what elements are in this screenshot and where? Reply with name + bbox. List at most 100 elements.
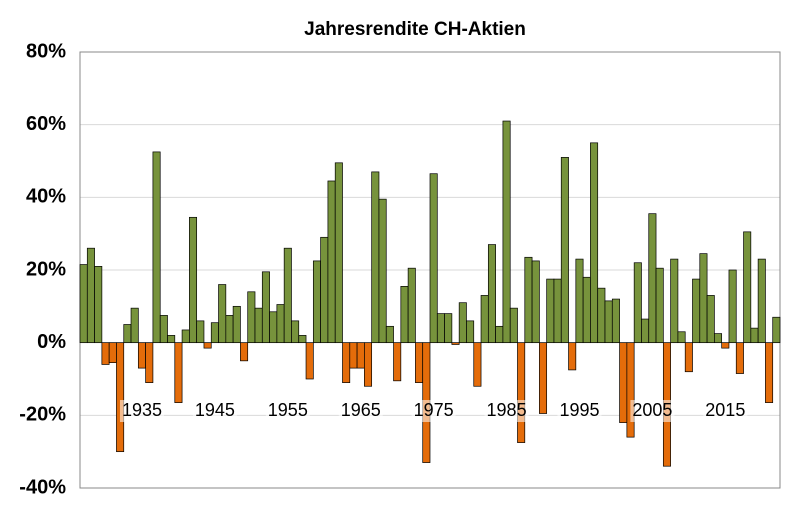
bar (312, 260, 321, 344)
bar (174, 342, 183, 403)
bar (531, 260, 540, 344)
bar (203, 342, 212, 349)
bar (94, 266, 103, 344)
bar (553, 278, 562, 344)
bar (247, 291, 256, 344)
bar (415, 342, 424, 383)
label-backdrop (630, 400, 675, 422)
bar (276, 304, 285, 344)
bar (232, 305, 241, 344)
bar (225, 315, 234, 344)
bar (145, 342, 154, 383)
chart-title: Jahresrendite CH-Aktien (304, 19, 526, 40)
bar (466, 320, 475, 344)
bar (706, 295, 715, 344)
bar (670, 258, 679, 344)
y-tick-label: -20% (19, 404, 66, 426)
bar (495, 325, 504, 344)
bar (626, 342, 635, 438)
bar (451, 342, 460, 345)
bar (539, 342, 548, 414)
bar (524, 256, 533, 344)
x-tick-label: 1975 (414, 400, 454, 420)
bar (407, 267, 416, 344)
bar (757, 258, 766, 344)
bar (444, 313, 453, 344)
bar (167, 335, 176, 344)
bar (611, 298, 620, 344)
bar (458, 302, 467, 344)
bar (86, 247, 95, 344)
bar (291, 320, 300, 344)
bar (575, 258, 584, 344)
bar (79, 264, 88, 344)
bar (436, 313, 445, 344)
x-tick-label: 2015 (705, 400, 745, 420)
bar (677, 331, 686, 344)
bar (728, 269, 737, 344)
bar (692, 278, 701, 344)
x-tick-label: 2005 (632, 400, 672, 420)
bar (604, 300, 613, 344)
bar (400, 286, 409, 344)
bar (393, 342, 402, 382)
bar (597, 287, 606, 344)
bar (502, 120, 511, 344)
bar (108, 342, 117, 363)
y-tick-label: -40% (19, 476, 66, 498)
x-tick-label: 1935 (122, 400, 162, 420)
bar (218, 284, 227, 344)
bar (334, 162, 343, 344)
bar (590, 142, 599, 344)
bar (371, 171, 380, 344)
bar (721, 342, 730, 349)
label-backdrop (192, 400, 237, 422)
bar (196, 320, 205, 344)
x-tick-label: 1965 (341, 400, 381, 420)
bar (648, 213, 657, 344)
x-tick-label: 1995 (559, 400, 599, 420)
bar (181, 329, 190, 344)
bar (473, 342, 482, 387)
y-tick-label: 0% (37, 331, 66, 353)
bar (385, 325, 394, 344)
label-backdrop (338, 400, 383, 422)
y-tick-label: 60% (26, 113, 66, 135)
bar (582, 276, 591, 344)
bar (327, 180, 336, 344)
bar (743, 231, 752, 344)
bar (641, 318, 650, 344)
bar (342, 342, 351, 383)
label-backdrop (265, 400, 310, 422)
bar (320, 236, 329, 344)
bar (269, 311, 278, 344)
bar (123, 324, 132, 344)
bar (517, 342, 526, 443)
bar (349, 342, 358, 369)
bar (116, 342, 125, 453)
bar (240, 342, 249, 362)
label-backdrop (411, 400, 456, 422)
bar (546, 278, 555, 344)
x-tick-label: 1985 (487, 400, 527, 420)
bar (305, 342, 314, 380)
bar (480, 295, 489, 344)
bar (560, 157, 569, 344)
bar (152, 151, 161, 344)
label-backdrop (484, 400, 529, 422)
label-backdrop (119, 400, 164, 422)
bar (189, 216, 198, 344)
x-tick-label: 1955 (268, 400, 308, 420)
bar (283, 247, 292, 344)
bar (356, 342, 365, 369)
label-backdrop (703, 400, 748, 422)
bar (699, 253, 708, 344)
bar (261, 271, 270, 344)
bar (619, 342, 628, 423)
bar (633, 262, 642, 344)
bar (568, 342, 577, 371)
bar (429, 173, 438, 344)
bar (714, 333, 723, 344)
bar (684, 342, 693, 373)
